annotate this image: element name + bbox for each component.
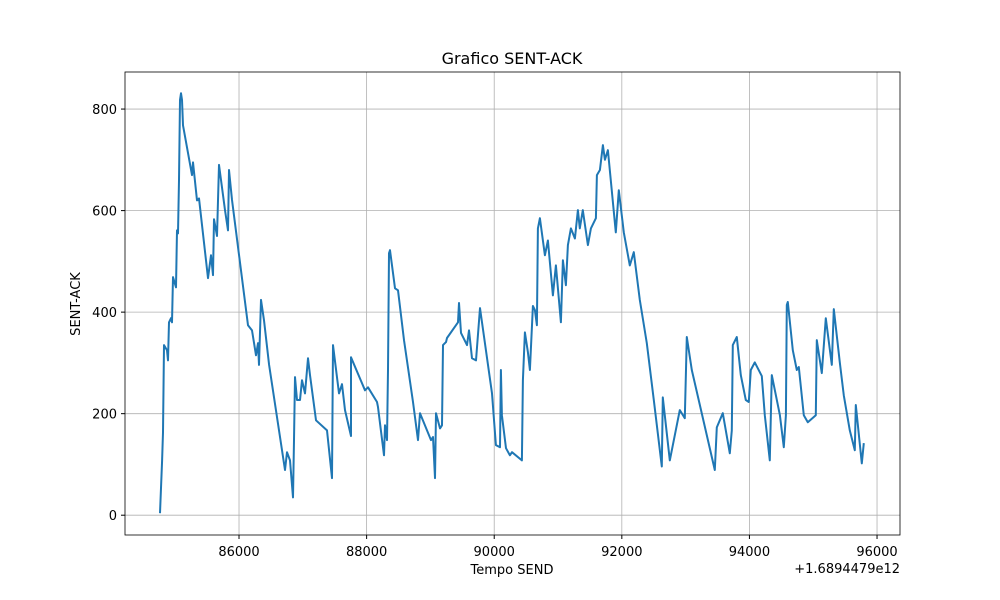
plot-frame [124,71,901,536]
x-tick-label: 96000 [856,545,897,560]
data-line [159,92,865,514]
chart-title: Grafico SENT-ACK [442,49,583,68]
x-tick-label: 88000 [346,545,387,560]
y-axis-label: SENT-ACK [69,272,84,336]
x-offset-label: +1.6894479e12 [794,562,900,577]
y-tick-label: 600 [92,205,117,220]
x-tick-label: 92000 [601,545,642,560]
y-tick-label: 0 [109,509,117,524]
y-tick-label: 800 [92,103,117,118]
x-tick-label: 90000 [474,545,515,560]
y-tick-label: 200 [92,408,117,423]
x-axis-label: Tempo SEND [470,563,554,578]
y-tick-label: 400 [92,306,117,321]
x-tick-label: 94000 [729,545,770,560]
x-tick-label: 86000 [218,545,259,560]
